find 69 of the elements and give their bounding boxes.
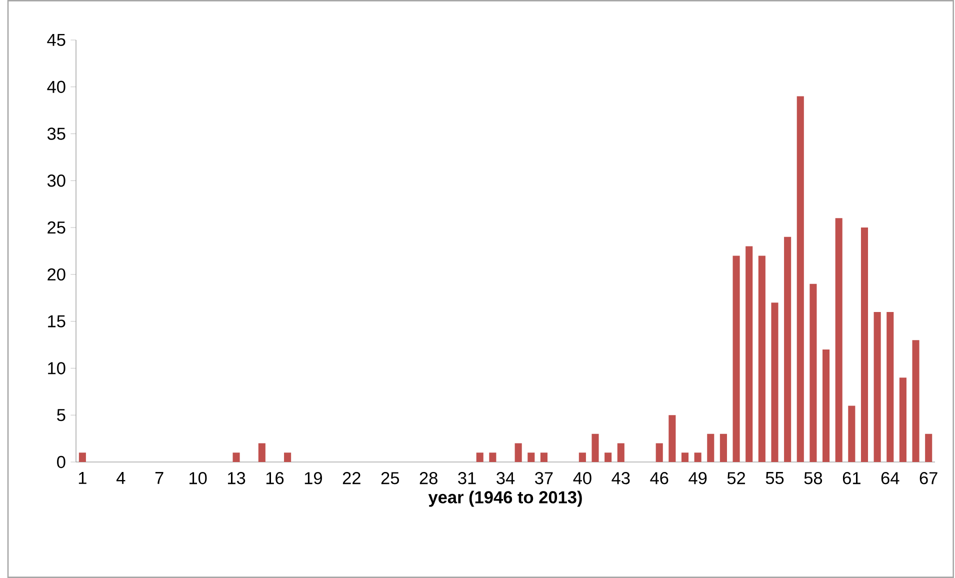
y-tick-label: 15 [48, 315, 66, 328]
x-tick-label: 31 [458, 472, 476, 484]
bar [694, 452, 702, 462]
bar [258, 443, 266, 462]
bar [784, 236, 792, 462]
bar [758, 256, 766, 462]
y-tick-label: 20 [48, 268, 66, 281]
bar [578, 452, 586, 462]
y-tick-label: 40 [47, 80, 66, 93]
bar [810, 284, 817, 462]
x-tick-label: 37 [535, 472, 553, 484]
x-tick-label: 28 [420, 472, 438, 484]
x-tick-label: 52 [727, 472, 746, 484]
y-tick-label: 45 [47, 34, 66, 46]
bar [822, 349, 830, 462]
bar [232, 452, 240, 462]
bar [720, 434, 727, 462]
bar [78, 452, 86, 462]
x-tick-label: 13 [228, 472, 246, 484]
bar [732, 256, 740, 462]
bar [514, 443, 522, 462]
x-tick-label: 7 [155, 472, 164, 484]
bar [476, 452, 484, 462]
bar [746, 246, 753, 462]
y-tick-label: 10 [48, 362, 66, 374]
bar [860, 228, 868, 462]
bar [835, 218, 842, 462]
x-tick-label: 10 [190, 472, 207, 484]
bar [489, 452, 496, 462]
bar [848, 406, 856, 462]
bar [284, 452, 292, 462]
y-tick-label: 35 [47, 128, 66, 140]
y-tick-label: 25 [48, 221, 66, 234]
bar [592, 434, 599, 462]
bar [668, 415, 676, 462]
bar [656, 443, 663, 462]
x-tick-label: 22 [342, 472, 360, 484]
bar [886, 312, 894, 462]
x-tick-label: 16 [266, 472, 284, 484]
x-tick-label: 1 [78, 472, 86, 484]
y-tick-label: 5 [57, 409, 66, 422]
x-tick-label: 46 [650, 472, 668, 484]
x-tick-label: 64 [881, 472, 900, 484]
bar [604, 452, 612, 462]
x-tick-label: 67 [920, 472, 938, 484]
x-tick-label: 58 [804, 472, 822, 484]
bar [925, 434, 932, 462]
bar [681, 452, 689, 462]
bar [617, 443, 624, 462]
bar [912, 340, 920, 462]
x-axis-title: year (1946 to 2013) [428, 490, 582, 507]
x-tick-label: 40 [573, 472, 592, 484]
x-tick-label: 19 [304, 472, 322, 484]
y-tick-label: 0 [57, 456, 66, 468]
x-tick-label: 55 [766, 472, 784, 484]
x-tick-label: 4 [116, 472, 126, 484]
x-tick-label: 49 [688, 472, 707, 484]
y-tick-label: 30 [47, 174, 66, 187]
x-tick-label: 61 [842, 472, 860, 484]
bar [707, 434, 714, 462]
x-tick-label: 43 [612, 472, 630, 484]
bar [796, 96, 804, 462]
bar [874, 312, 881, 462]
x-tick-label: 34 [496, 472, 515, 484]
bar [540, 452, 548, 462]
bar [899, 378, 906, 462]
x-tick-label: 25 [381, 472, 399, 484]
bar [771, 302, 778, 462]
bar [528, 452, 535, 462]
